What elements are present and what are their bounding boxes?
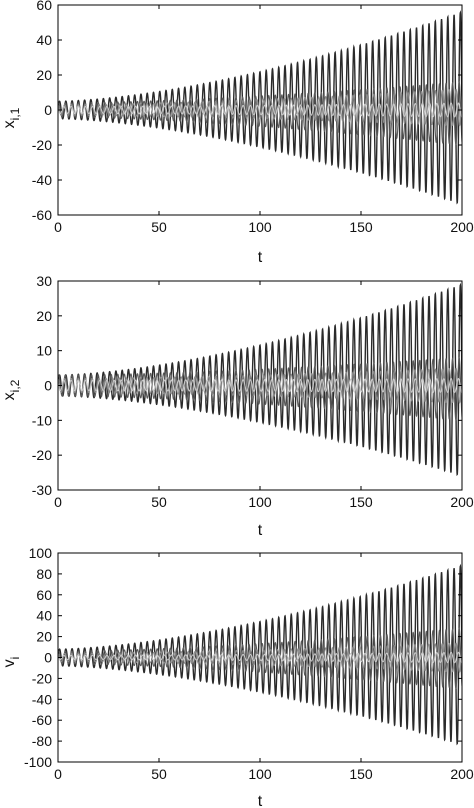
series-line-3 — [58, 367, 462, 404]
series-group — [58, 282, 462, 477]
x-tick-label: 200 — [450, 219, 474, 235]
y-tick-label: -20 — [32, 137, 52, 153]
y-tick-label: 80 — [36, 566, 52, 582]
x-axis-label: t — [258, 249, 263, 266]
x-tick-label: 50 — [151, 219, 167, 235]
y-tick-label: 20 — [36, 308, 52, 324]
y-tick-label: 0 — [44, 102, 52, 118]
series-line-4 — [58, 102, 462, 118]
x-tick-label: 200 — [450, 494, 474, 510]
series-line-1 — [58, 563, 462, 746]
series-group — [58, 563, 462, 746]
y-tick-label: 60 — [36, 0, 52, 13]
x-tick-label: 150 — [349, 766, 373, 782]
y-tick-label: 40 — [36, 608, 52, 624]
y-tick-label: -20 — [32, 670, 52, 686]
x-tick-label: 0 — [54, 219, 62, 235]
series-line-3 — [58, 88, 462, 127]
y-tick-label: 60 — [36, 587, 52, 603]
y-tick-label: 20 — [36, 67, 52, 83]
y-tick-label: -40 — [32, 691, 52, 707]
x-tick-label: 150 — [349, 494, 373, 510]
x-axis-label: t — [258, 522, 263, 539]
x-tick-label: 0 — [54, 766, 62, 782]
y-axis-label-main: v — [1, 659, 18, 667]
y-axis-label: vi — [1, 657, 22, 668]
x-axis-label: t — [258, 793, 263, 808]
series-line-3 — [58, 642, 462, 673]
x-tick-label: 200 — [450, 766, 474, 782]
y-tick-label: -80 — [32, 733, 52, 749]
series-line-4 — [58, 651, 462, 664]
series-group — [58, 10, 462, 205]
y-tick-label: -40 — [32, 172, 52, 188]
x-tick-label: 100 — [248, 766, 272, 782]
y-axis-label-main: x — [1, 392, 18, 400]
y-tick-label: 40 — [36, 32, 52, 48]
y-tick-label: 20 — [36, 629, 52, 645]
series-line-1 — [58, 10, 462, 205]
y-tick-label: 0 — [44, 650, 52, 666]
y-axis-label-main: x — [1, 120, 18, 128]
x-tick-label: 100 — [248, 219, 272, 235]
chart-panel-2: 0 50 100 150 200 -30 -20 -10 0 10 20 30 t xi,2 — [1, 273, 474, 539]
y-tick-label: 0 — [44, 378, 52, 394]
x-tick-label: 50 — [151, 494, 167, 510]
y-axis-label: xi,1 — [1, 107, 22, 128]
series-line-1 — [58, 282, 462, 477]
y-tick-label: 10 — [36, 343, 52, 359]
y-tick-label: -20 — [32, 447, 52, 463]
y-tick-label: -60 — [32, 207, 52, 223]
series-line-4 — [58, 378, 462, 394]
y-tick-label: -30 — [32, 482, 52, 498]
x-tick-label: 150 — [349, 219, 373, 235]
y-axis-label-subscript: i — [8, 657, 22, 660]
y-tick-label: -60 — [32, 712, 52, 728]
chart-panel-3: 0 50 100 150 200 -100 -80 -60 -40 -20 0 20 40 60 80 100… — [1, 545, 474, 808]
y-axis-label-subscript: i,2 — [8, 379, 22, 392]
chart-panel-1: 0 50 100 150 200 -60 -40 -20 0 20 40 60 t xi,1 — [1, 0, 474, 266]
x-tick-label: 0 — [54, 494, 62, 510]
y-tick-label: -100 — [24, 754, 52, 770]
x-tick-label: 50 — [151, 766, 167, 782]
y-axis-label: xi,2 — [1, 379, 22, 400]
y-tick-label: 30 — [36, 273, 52, 289]
y-axis-label-subscript: i,1 — [8, 107, 22, 120]
x-tick-label: 100 — [248, 494, 272, 510]
y-tick-label: -10 — [32, 412, 52, 428]
y-tick-label: 100 — [29, 545, 53, 561]
